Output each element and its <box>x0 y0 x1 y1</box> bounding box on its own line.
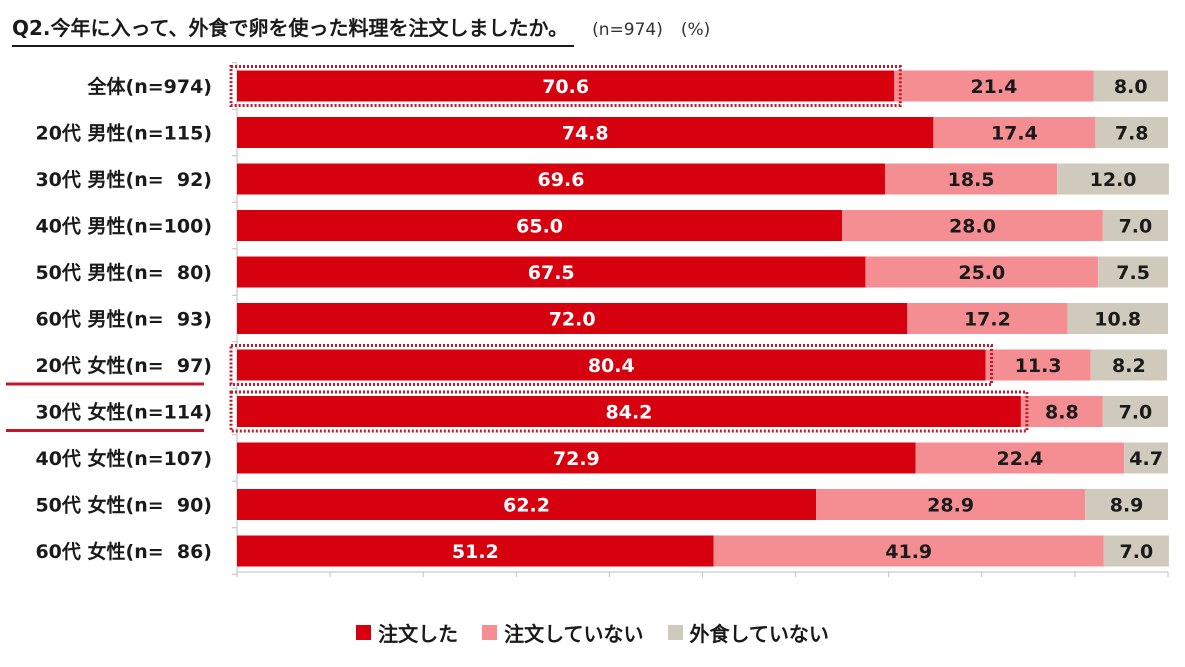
data-label: 41.9 <box>885 541 932 563</box>
legend-label-no-dining-out: 外食していない <box>689 622 829 646</box>
data-label: 10.8 <box>1094 309 1141 331</box>
segment-ordered <box>237 396 1021 427</box>
segment-ordered <box>237 442 916 474</box>
data-label: 22.4 <box>997 448 1044 470</box>
segment-not-ordered <box>713 535 1104 567</box>
segment-not-ordered <box>894 70 1094 102</box>
legend-item-not-ordered: 注文していない <box>482 618 644 647</box>
data-label: 4.7 <box>1129 448 1163 470</box>
highlight-frame <box>229 65 902 107</box>
segment-not-ordered <box>816 489 1086 520</box>
unit-label: (%) <box>680 20 711 40</box>
segment-no-dining-out <box>1057 163 1169 195</box>
segment-ordered <box>237 489 817 520</box>
segment-not-ordered <box>985 349 1091 381</box>
data-label: 7.8 <box>1115 123 1149 145</box>
segment-no-dining-out <box>1095 117 1168 148</box>
legend-swatch-not-ordered <box>482 625 498 640</box>
data-label: 7.0 <box>1120 541 1154 563</box>
data-label: 7.5 <box>1116 262 1150 284</box>
category-label: 50代 男性(n= 80) <box>35 261 212 284</box>
segment-ordered <box>237 535 714 567</box>
segment-ordered <box>237 303 908 334</box>
data-label: 25.0 <box>958 262 1005 284</box>
category-label: 60代 女性(n= 86) <box>35 540 212 563</box>
segment-ordered <box>237 256 866 288</box>
data-label: 8.9 <box>1110 495 1144 517</box>
segment-ordered <box>237 70 895 102</box>
category-label: 30代 男性(n= 92) <box>35 168 212 191</box>
segment-ordered <box>237 210 843 241</box>
data-label: 12.0 <box>1090 169 1137 191</box>
data-label: 62.2 <box>503 495 550 517</box>
category-label: 40代 女性(n=107) <box>35 447 212 470</box>
data-label: 8.2 <box>1112 355 1146 377</box>
data-label: 69.6 <box>538 169 585 191</box>
legend-swatch-ordered <box>356 625 372 640</box>
title-row: Q2.今年に入って、外食で卵を使った料理を注文しましたか。 (n=974) (%… <box>12 12 710 47</box>
segment-not-ordered <box>933 117 1096 148</box>
segment-no-dining-out <box>1124 442 1168 474</box>
segment-not-ordered <box>842 210 1103 241</box>
data-label: 74.8 <box>562 123 609 145</box>
segment-no-dining-out <box>1067 303 1168 334</box>
category-label: 20代 男性(n=115) <box>35 122 212 145</box>
stacked-bar-chart: 全体(n=974) 70.6 21.4 8.0 20代 男性(n=115) 74.8 17.… <box>6 62 1169 577</box>
category-label: 50代 女性(n= 90) <box>35 494 212 517</box>
data-label: 8.8 <box>1045 402 1079 424</box>
sample-size: (n=974) <box>592 20 663 40</box>
segment-no-dining-out <box>1103 535 1169 567</box>
data-label: 7.0 <box>1119 402 1153 424</box>
highlight-frame <box>229 344 994 386</box>
data-label: 28.0 <box>949 216 996 238</box>
category-label: 30代 女性(n=114) <box>35 401 212 424</box>
legend-label-not-ordered: 注文していない <box>504 622 644 646</box>
category-label: 40代 男性(n=100) <box>35 215 212 238</box>
segment-no-dining-out <box>1098 256 1168 288</box>
legend-swatch-no-dining-out <box>667 625 683 640</box>
legend-item-no-dining-out: 外食していない <box>667 618 829 647</box>
segment-not-ordered <box>915 442 1125 474</box>
segment-no-dining-out <box>1093 70 1168 102</box>
segment-not-ordered <box>907 303 1068 334</box>
segment-ordered <box>237 349 986 381</box>
legend: 注文した 注文していない 外食していない <box>0 618 1185 647</box>
category-label: 60代 男性(n= 93) <box>35 308 212 331</box>
segment-no-dining-out <box>1085 489 1168 520</box>
legend-item-ordered: 注文した <box>356 618 458 647</box>
data-label: 72.0 <box>549 309 596 331</box>
data-label: 8.0 <box>1114 76 1148 98</box>
highlight-frame <box>229 390 1029 433</box>
data-label: 21.4 <box>970 76 1017 98</box>
segment-not-ordered <box>884 163 1058 195</box>
segment-no-dining-out <box>1102 210 1168 241</box>
data-label: 80.4 <box>588 355 635 377</box>
segment-not-ordered <box>1020 396 1103 427</box>
data-label: 84.2 <box>606 402 653 424</box>
data-label: 17.4 <box>991 123 1038 145</box>
data-label: 28.9 <box>927 495 974 517</box>
chart-title: Q2.今年に入って、外食で卵を使った料理を注文しましたか。 <box>12 12 575 47</box>
data-label: 18.5 <box>948 169 995 191</box>
data-label: 65.0 <box>516 216 563 238</box>
category-label: 20代 女性(n= 97) <box>35 354 212 377</box>
data-label: 51.2 <box>452 541 499 563</box>
category-label: 全体(n=974) <box>87 75 212 98</box>
data-label: 11.3 <box>1015 355 1062 377</box>
segment-no-dining-out <box>1102 396 1168 427</box>
segment-ordered <box>237 163 885 195</box>
data-label: 67.5 <box>528 262 575 284</box>
data-label: 72.9 <box>553 448 600 470</box>
segment-ordered <box>237 117 934 148</box>
legend-label-ordered: 注文した <box>378 622 459 646</box>
data-label: 7.0 <box>1119 216 1153 238</box>
data-label: 70.6 <box>542 76 589 98</box>
segment-no-dining-out <box>1090 349 1168 381</box>
data-label: 17.2 <box>964 309 1011 331</box>
segment-not-ordered <box>865 256 1099 288</box>
